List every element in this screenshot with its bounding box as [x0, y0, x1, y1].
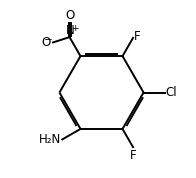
Text: Cl: Cl — [165, 86, 177, 99]
Text: H₂N: H₂N — [39, 133, 61, 146]
Text: F: F — [130, 149, 137, 162]
Text: O: O — [42, 36, 51, 49]
Text: O: O — [65, 9, 75, 22]
Text: +: + — [71, 25, 78, 33]
Text: N: N — [66, 24, 75, 37]
Text: −: − — [43, 35, 52, 45]
Text: F: F — [134, 30, 141, 43]
